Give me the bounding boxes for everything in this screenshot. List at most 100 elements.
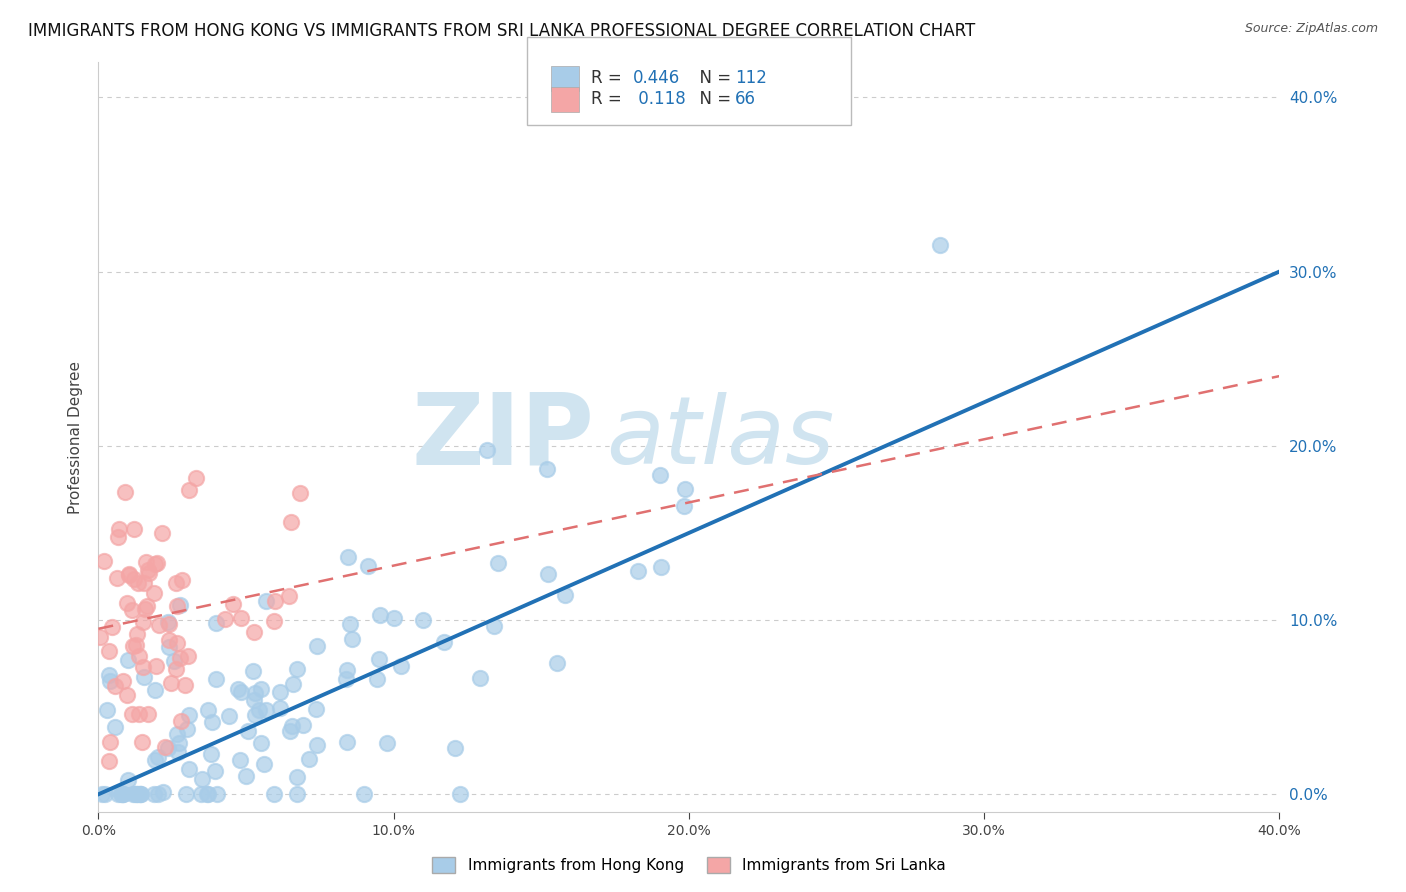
Point bbox=[468, 671, 491, 685]
Point bbox=[152, 785, 174, 799]
Point bbox=[263, 787, 285, 801]
Point bbox=[134, 669, 156, 683]
Point bbox=[146, 787, 169, 801]
Point bbox=[91, 787, 114, 801]
Point bbox=[117, 772, 139, 787]
Point bbox=[124, 638, 146, 652]
Text: 0.118: 0.118 bbox=[633, 90, 686, 108]
Point bbox=[285, 662, 308, 676]
Point bbox=[537, 566, 560, 581]
Point bbox=[250, 736, 273, 750]
Point bbox=[131, 615, 153, 629]
Point bbox=[165, 576, 187, 591]
Point bbox=[104, 720, 127, 734]
Point bbox=[254, 593, 277, 607]
Text: R =: R = bbox=[591, 90, 627, 108]
Point bbox=[929, 238, 952, 252]
Point bbox=[184, 471, 207, 485]
Text: 112: 112 bbox=[735, 70, 768, 87]
Point bbox=[96, 703, 118, 717]
Point bbox=[129, 787, 152, 801]
Text: 66: 66 bbox=[735, 90, 756, 108]
Text: R =: R = bbox=[591, 70, 627, 87]
Point bbox=[127, 575, 149, 590]
Point bbox=[242, 664, 264, 678]
Point bbox=[108, 522, 131, 536]
Point bbox=[122, 572, 145, 586]
Point bbox=[121, 603, 143, 617]
Point bbox=[283, 677, 305, 691]
Point bbox=[339, 617, 361, 632]
Point bbox=[205, 615, 228, 630]
Point bbox=[112, 787, 135, 801]
Point bbox=[93, 554, 115, 568]
Point bbox=[264, 594, 287, 608]
Point bbox=[131, 735, 153, 749]
Point bbox=[125, 787, 148, 801]
Point bbox=[146, 556, 169, 570]
Point bbox=[117, 653, 139, 667]
Point bbox=[89, 630, 111, 644]
Point bbox=[115, 688, 138, 702]
Point bbox=[121, 707, 143, 722]
Point bbox=[477, 442, 499, 457]
Point bbox=[157, 741, 180, 756]
Point bbox=[174, 678, 197, 692]
Point bbox=[357, 558, 380, 573]
Point bbox=[165, 662, 187, 676]
Point bbox=[122, 523, 145, 537]
Text: IMMIGRANTS FROM HONG KONG VS IMMIGRANTS FROM SRI LANKA PROFESSIONAL DEGREE CORRE: IMMIGRANTS FROM HONG KONG VS IMMIGRANTS … bbox=[28, 22, 976, 40]
Point bbox=[245, 707, 267, 722]
Text: atlas: atlas bbox=[606, 392, 835, 483]
Point bbox=[236, 723, 259, 738]
Point bbox=[222, 598, 245, 612]
Point bbox=[191, 772, 214, 787]
Point bbox=[166, 727, 188, 741]
Point bbox=[169, 651, 191, 665]
Point bbox=[433, 634, 456, 648]
Point bbox=[136, 707, 159, 722]
Point bbox=[128, 787, 150, 801]
Point bbox=[136, 563, 159, 577]
Point bbox=[305, 639, 328, 653]
Point bbox=[111, 787, 134, 801]
Point bbox=[105, 571, 128, 585]
Point bbox=[278, 723, 301, 738]
Point bbox=[650, 559, 672, 574]
Point bbox=[231, 685, 253, 699]
Point bbox=[101, 620, 124, 634]
Point bbox=[627, 565, 650, 579]
Point bbox=[336, 663, 359, 677]
Point bbox=[143, 753, 166, 767]
Point bbox=[204, 672, 226, 686]
Point bbox=[177, 707, 200, 722]
Point bbox=[170, 573, 193, 587]
Point bbox=[292, 718, 315, 732]
Point bbox=[98, 644, 121, 658]
Point bbox=[673, 499, 696, 513]
Point bbox=[366, 673, 388, 687]
Point bbox=[254, 703, 277, 717]
Point bbox=[169, 598, 191, 612]
Point bbox=[298, 752, 321, 766]
Point bbox=[107, 787, 129, 801]
Point bbox=[114, 485, 136, 500]
Point bbox=[132, 660, 155, 674]
Point bbox=[214, 612, 236, 626]
Point bbox=[247, 703, 270, 717]
Text: N =: N = bbox=[689, 90, 737, 108]
Point bbox=[135, 555, 157, 569]
Point bbox=[307, 739, 329, 753]
Point bbox=[287, 770, 309, 784]
Text: ZIP: ZIP bbox=[412, 389, 595, 485]
Text: N =: N = bbox=[689, 70, 737, 87]
Point bbox=[98, 734, 121, 748]
Point bbox=[482, 619, 505, 633]
Point bbox=[166, 636, 188, 650]
Point bbox=[98, 673, 121, 688]
Point bbox=[129, 787, 152, 801]
Point bbox=[159, 676, 181, 690]
Point bbox=[486, 557, 509, 571]
Point bbox=[231, 611, 253, 625]
Point bbox=[142, 586, 165, 600]
